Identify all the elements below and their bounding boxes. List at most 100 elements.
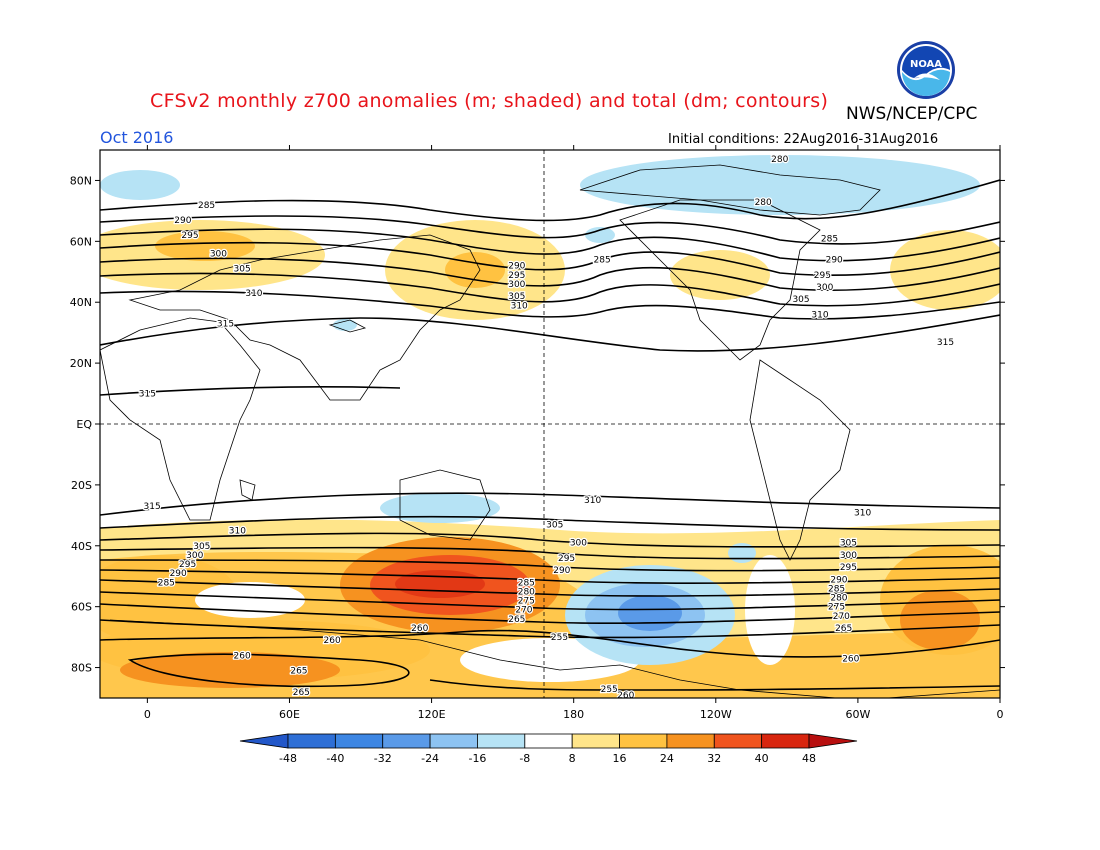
contour-label: 310 <box>245 289 262 299</box>
colorbar-tick-label: -16 <box>468 752 486 765</box>
contour-label: 285 <box>594 256 611 266</box>
contour-label: 315 <box>937 338 954 348</box>
contour-label: 315 <box>217 320 234 330</box>
contour-label: 260 <box>842 654 859 664</box>
colorbar-swatch <box>619 733 668 749</box>
contour-label: 280 <box>518 587 535 597</box>
contour-label: 290 <box>508 262 525 272</box>
colorbar-tick-label: 40 <box>755 752 769 765</box>
noaa-logo-icon: NOAA <box>897 41 955 99</box>
lat-label: 40N <box>70 296 92 309</box>
contour-label: 315 <box>144 502 161 512</box>
lat-label: EQ <box>76 418 92 431</box>
colorbar-tick-label: 24 <box>660 752 674 765</box>
contour-label: 295 <box>181 231 198 241</box>
contour-label: 285 <box>158 578 175 588</box>
colorbar-swatch <box>571 733 620 749</box>
lon-label: 0 <box>144 708 151 721</box>
contour-label: 305 <box>234 265 251 275</box>
lat-label: 20S <box>71 479 92 492</box>
lat-label: 60S <box>71 601 92 614</box>
colorbar-tick-label: -40 <box>326 752 344 765</box>
contour-label: 290 <box>826 256 843 266</box>
colorbar-tick-label: 8 <box>569 752 576 765</box>
contour-label: 260 <box>411 624 428 634</box>
contour-label: 295 <box>179 560 196 570</box>
contour-label: 295 <box>508 271 525 281</box>
contour-label: 285 <box>828 584 845 594</box>
contour-label: 305 <box>546 520 563 530</box>
contour-label: 265 <box>293 688 310 698</box>
contour-label: 290 <box>553 566 570 576</box>
contour-label: 290 <box>830 575 847 585</box>
contour-label: 285 <box>198 201 215 211</box>
contour-label: 255 <box>551 633 568 643</box>
contour-label: 300 <box>508 280 525 290</box>
contour-label: 300 <box>186 551 203 561</box>
lat-label: 60N <box>70 235 92 248</box>
chart-title: CFSv2 monthly z700 anomalies (m; shaded)… <box>150 90 829 112</box>
lon-label: 180 <box>563 708 584 721</box>
contour-label: 295 <box>558 554 575 564</box>
contour-labels: 2852902953003053103153152902953003053102… <box>138 154 956 702</box>
coastlines <box>100 164 1000 698</box>
forecast-month: Oct 2016 <box>100 128 174 147</box>
contour-label: 280 <box>830 594 847 604</box>
contour-label: 260 <box>234 651 251 661</box>
colorbar-swatch <box>429 733 478 749</box>
height-contours <box>100 179 1000 691</box>
lat-label: 20N <box>70 357 92 370</box>
contour-label: 260 <box>324 636 341 646</box>
initial-conditions: Initial conditions: 22Aug2016-31Aug2016 <box>668 132 939 147</box>
contour-label: 260 <box>617 691 634 701</box>
colorbar-tick-label: -32 <box>374 752 392 765</box>
contour-label: 280 <box>771 155 788 165</box>
contour-label: 290 <box>170 569 187 579</box>
contour-label: 275 <box>828 603 845 613</box>
contour-label: 305 <box>840 539 857 549</box>
colorbar-swatch <box>713 733 763 749</box>
noaa-logo-text: NOAA <box>910 59 942 70</box>
contour-label: 265 <box>290 667 307 677</box>
contour-label: 300 <box>570 539 587 549</box>
lon-label: 60W <box>845 708 870 721</box>
lat-label: 40S <box>71 540 92 553</box>
contour-label: 305 <box>508 292 525 302</box>
contour-label: 275 <box>518 597 535 607</box>
contour-label: 295 <box>840 563 857 573</box>
contour-label: 310 <box>229 527 246 537</box>
contour-label: 300 <box>816 283 833 293</box>
colorbar: -48 -40 -32 -24 -16 -8 8 16 24 32 40 48 <box>239 733 858 765</box>
colorbar-swatch <box>761 733 810 749</box>
lon-label: 120E <box>418 708 446 721</box>
colorbar-tick-label: 16 <box>613 752 627 765</box>
lat-label: 80S <box>71 662 92 675</box>
contour-label: 310 <box>511 301 528 311</box>
contour-label: 265 <box>835 624 852 634</box>
reference-lines <box>100 150 1000 698</box>
colorbar-tick-label: -48 <box>279 752 297 765</box>
contour-label: 295 <box>814 271 831 281</box>
colorbar-swatch <box>382 733 431 749</box>
contour-label: 310 <box>811 310 828 320</box>
lon-label: 60E <box>279 708 300 721</box>
colorbar-swatch <box>334 733 384 749</box>
agency-label: NWS/NCEP/CPC <box>846 104 978 124</box>
contour-label: 285 <box>518 578 535 588</box>
contour-label: 290 <box>174 216 191 226</box>
colorbar-max-arrow <box>808 733 858 749</box>
lat-label: 80N <box>70 174 92 187</box>
contour-label: 315 <box>139 390 156 400</box>
map-axes: 80N 60N 40N 20N EQ 20S 40S 60S 80S 0 60E 120E 180 120… <box>70 145 1005 721</box>
colorbar-swatch <box>477 733 526 749</box>
contour-label: 255 <box>601 685 618 695</box>
colorbar-swatch <box>287 733 336 749</box>
colorbar-tick-label: -24 <box>421 752 439 765</box>
lon-label: 120W <box>700 708 732 721</box>
colorbar-swatch <box>524 733 573 749</box>
colorbar-tick-label: 32 <box>707 752 721 765</box>
colorbar-min-arrow <box>239 733 289 749</box>
contour-label: 310 <box>854 508 871 518</box>
colorbar-tick-label: 48 <box>802 752 816 765</box>
